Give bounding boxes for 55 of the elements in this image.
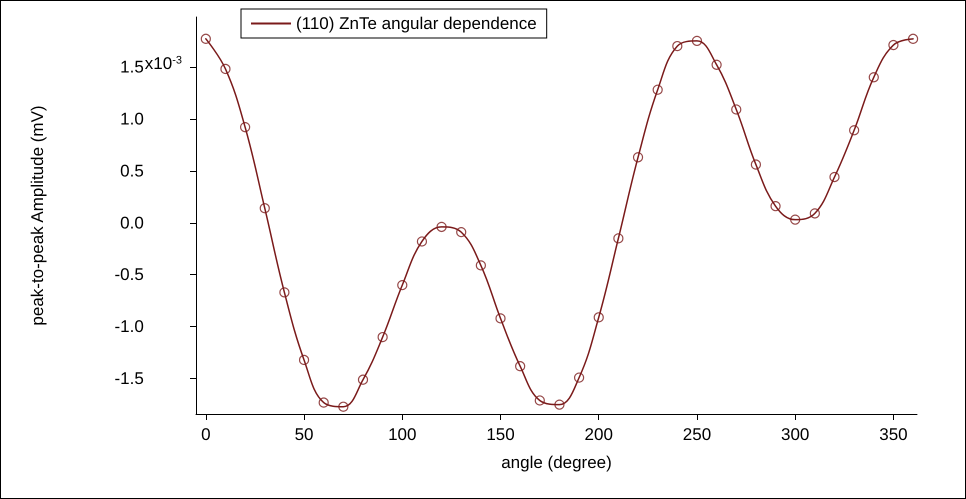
- x-tick-label: 250: [682, 425, 712, 444]
- x-tick-label: 150: [486, 425, 515, 444]
- point: [260, 203, 270, 214]
- point: [378, 332, 388, 342]
- x-axis-title: angle (degree): [501, 453, 612, 472]
- point: [731, 104, 742, 115]
- point: [868, 72, 879, 82]
- y-tick-label: -1.0: [114, 317, 144, 336]
- point: [594, 312, 604, 322]
- point: [534, 395, 545, 406]
- point: [770, 201, 781, 212]
- point: [574, 372, 584, 383]
- point: [888, 40, 899, 50]
- y-tick-label: 0.5: [120, 161, 144, 180]
- x-tick-label: 50: [294, 425, 314, 444]
- point: [397, 280, 408, 290]
- y-tick-label: 1.0: [120, 109, 144, 128]
- point: [652, 84, 663, 95]
- x-tick-label: 300: [781, 425, 810, 444]
- point: [908, 34, 918, 44]
- point: [712, 60, 722, 70]
- point: [829, 172, 840, 182]
- x-tick-label: 100: [388, 425, 416, 444]
- point: [318, 397, 329, 408]
- point: [338, 402, 348, 412]
- point: [476, 260, 486, 270]
- legend-label: (110) ZnTe angular dependence: [296, 14, 537, 33]
- point: [298, 354, 310, 366]
- point: [554, 400, 565, 410]
- point: [515, 361, 526, 372]
- point: [672, 41, 682, 52]
- point: [495, 313, 506, 324]
- point: [200, 34, 211, 44]
- point: [456, 227, 466, 238]
- point: [810, 208, 820, 219]
- point: [613, 233, 624, 244]
- point: [632, 152, 644, 162]
- point: [240, 122, 250, 132]
- point: [849, 125, 860, 136]
- point: [358, 374, 368, 385]
- point: [416, 236, 428, 247]
- x-tick-label: 350: [879, 425, 908, 444]
- point: [279, 287, 290, 298]
- y-tick-label: 1.5: [120, 57, 144, 76]
- y-tick-label: -1.5: [114, 369, 144, 388]
- x-tick-label: 0: [201, 425, 211, 444]
- point: [692, 36, 702, 46]
- point: [750, 159, 762, 170]
- point: [220, 64, 231, 74]
- x-tick-label: 200: [584, 425, 613, 444]
- y-tick-label: 0.0: [120, 213, 144, 232]
- y-axis-title: peak-to-peak Amplitude (mV): [28, 105, 47, 326]
- point: [790, 214, 800, 225]
- point: [436, 222, 447, 232]
- y-tick-label: -0.5: [114, 265, 144, 284]
